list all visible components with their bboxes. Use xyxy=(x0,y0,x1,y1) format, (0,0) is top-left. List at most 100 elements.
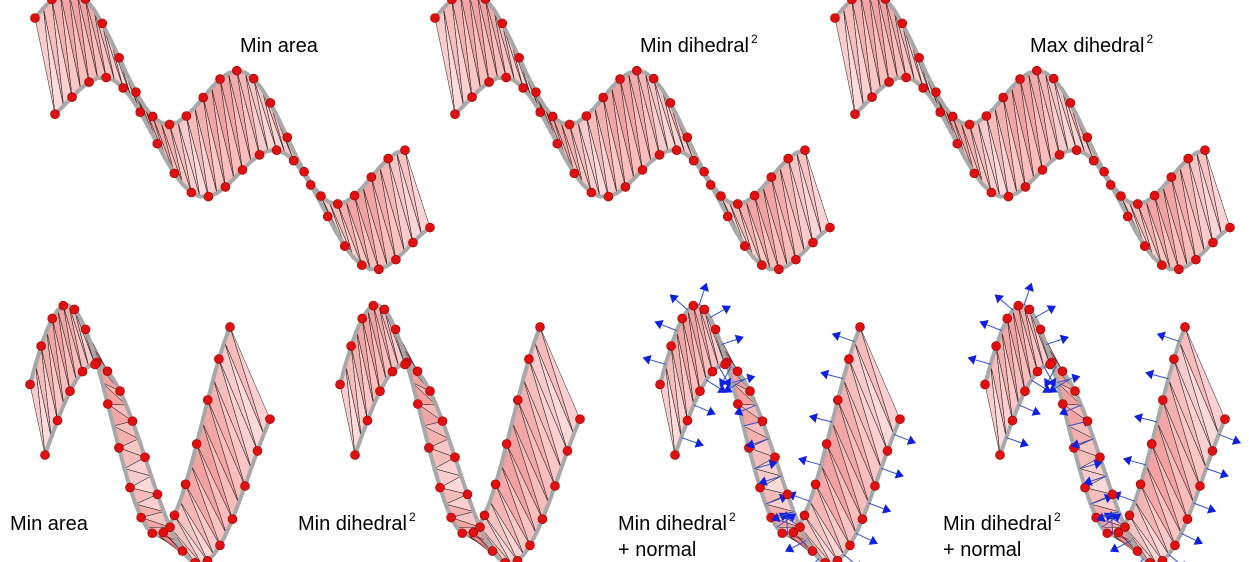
vertex xyxy=(721,360,730,369)
label-superscript: 2 xyxy=(409,510,416,524)
vertex xyxy=(1008,416,1017,425)
vertex xyxy=(858,515,867,524)
vertex xyxy=(868,93,877,102)
vertex xyxy=(1014,301,1023,310)
vertex xyxy=(999,93,1008,102)
normal-shaft xyxy=(1035,310,1049,318)
vertex xyxy=(1021,182,1030,191)
normal-shaft xyxy=(1046,339,1061,344)
vertex xyxy=(565,120,574,129)
normal-arrow xyxy=(1071,374,1080,384)
vertex xyxy=(141,453,150,462)
vertex xyxy=(115,53,124,62)
vertex xyxy=(367,173,376,182)
vertex xyxy=(1174,265,1183,274)
vertex xyxy=(306,180,315,189)
vertex xyxy=(1072,146,1081,155)
vertex xyxy=(570,169,579,178)
vertex xyxy=(678,314,687,323)
vertex xyxy=(178,547,187,556)
vertex xyxy=(91,360,100,369)
vertex xyxy=(1021,387,1030,396)
vertex xyxy=(733,367,742,376)
vertex xyxy=(649,74,658,83)
label-superscript: 2 xyxy=(729,510,736,524)
vertex xyxy=(485,78,494,87)
vertex xyxy=(1071,387,1080,396)
vertex xyxy=(238,165,247,174)
vertex xyxy=(1133,199,1142,208)
vertex xyxy=(350,191,359,200)
normal-arrow xyxy=(995,294,1004,303)
vertex xyxy=(970,169,979,178)
vertex xyxy=(1167,173,1176,182)
vertex xyxy=(948,112,957,121)
vertex xyxy=(1036,325,1045,334)
vertex xyxy=(408,238,417,247)
vertex xyxy=(513,396,522,405)
vertex xyxy=(391,325,400,334)
vertex xyxy=(1049,74,1058,83)
vertex xyxy=(1046,360,1055,369)
vertex xyxy=(784,154,793,163)
vertex xyxy=(102,73,111,82)
vertex xyxy=(363,416,372,425)
vertex xyxy=(1055,150,1064,159)
vertex xyxy=(300,167,309,176)
normal-shaft xyxy=(1169,555,1181,562)
vertex xyxy=(131,88,140,97)
vertex xyxy=(232,66,241,75)
vertex xyxy=(826,223,835,232)
vertex xyxy=(81,325,90,334)
vertex xyxy=(871,481,880,490)
vertex xyxy=(1125,511,1134,520)
vertex xyxy=(221,182,230,191)
vertex xyxy=(463,490,472,499)
vertex xyxy=(26,380,35,389)
vertex xyxy=(885,78,894,87)
vertex xyxy=(683,133,692,142)
vertex xyxy=(1208,238,1217,247)
vertex xyxy=(883,446,892,455)
label-text: Min dihedral xyxy=(640,35,749,57)
normal-arrow xyxy=(809,413,818,423)
vertex xyxy=(896,415,905,424)
vertex xyxy=(683,416,692,425)
vertex xyxy=(148,529,157,538)
vertex xyxy=(216,75,225,84)
vertex xyxy=(536,108,545,117)
vertex xyxy=(915,53,924,62)
vertex xyxy=(388,367,397,376)
vertex xyxy=(1058,367,1067,376)
vertex xyxy=(733,199,742,208)
normal-shaft xyxy=(676,300,688,310)
label-text: Min area xyxy=(240,35,319,57)
vertex xyxy=(226,322,235,331)
vertex xyxy=(1089,156,1098,165)
vertex xyxy=(519,83,528,92)
vertex xyxy=(153,490,162,499)
vertex xyxy=(833,396,842,405)
vertex xyxy=(965,120,974,129)
vertex xyxy=(846,541,855,550)
vertex xyxy=(347,342,356,351)
vertex xyxy=(844,355,853,364)
vertex xyxy=(599,93,608,102)
vertex xyxy=(214,355,223,364)
labels: Min areaMin dihedral2Max dihedral2Min ar… xyxy=(10,32,1154,561)
vertex xyxy=(249,74,258,83)
vertex xyxy=(1083,417,1092,426)
vertex xyxy=(289,156,298,165)
vertex xyxy=(336,380,345,389)
vertex xyxy=(1066,98,1075,107)
label-text: Min dihedral xyxy=(298,513,407,535)
vertex xyxy=(902,73,911,82)
vertex xyxy=(59,301,68,310)
vertex xyxy=(498,19,507,28)
vertex xyxy=(750,191,759,200)
vertex xyxy=(531,88,540,97)
vertex xyxy=(181,480,190,489)
label-superscript: 2 xyxy=(1147,32,1154,46)
vertex xyxy=(1208,446,1217,455)
vertex xyxy=(476,523,485,532)
